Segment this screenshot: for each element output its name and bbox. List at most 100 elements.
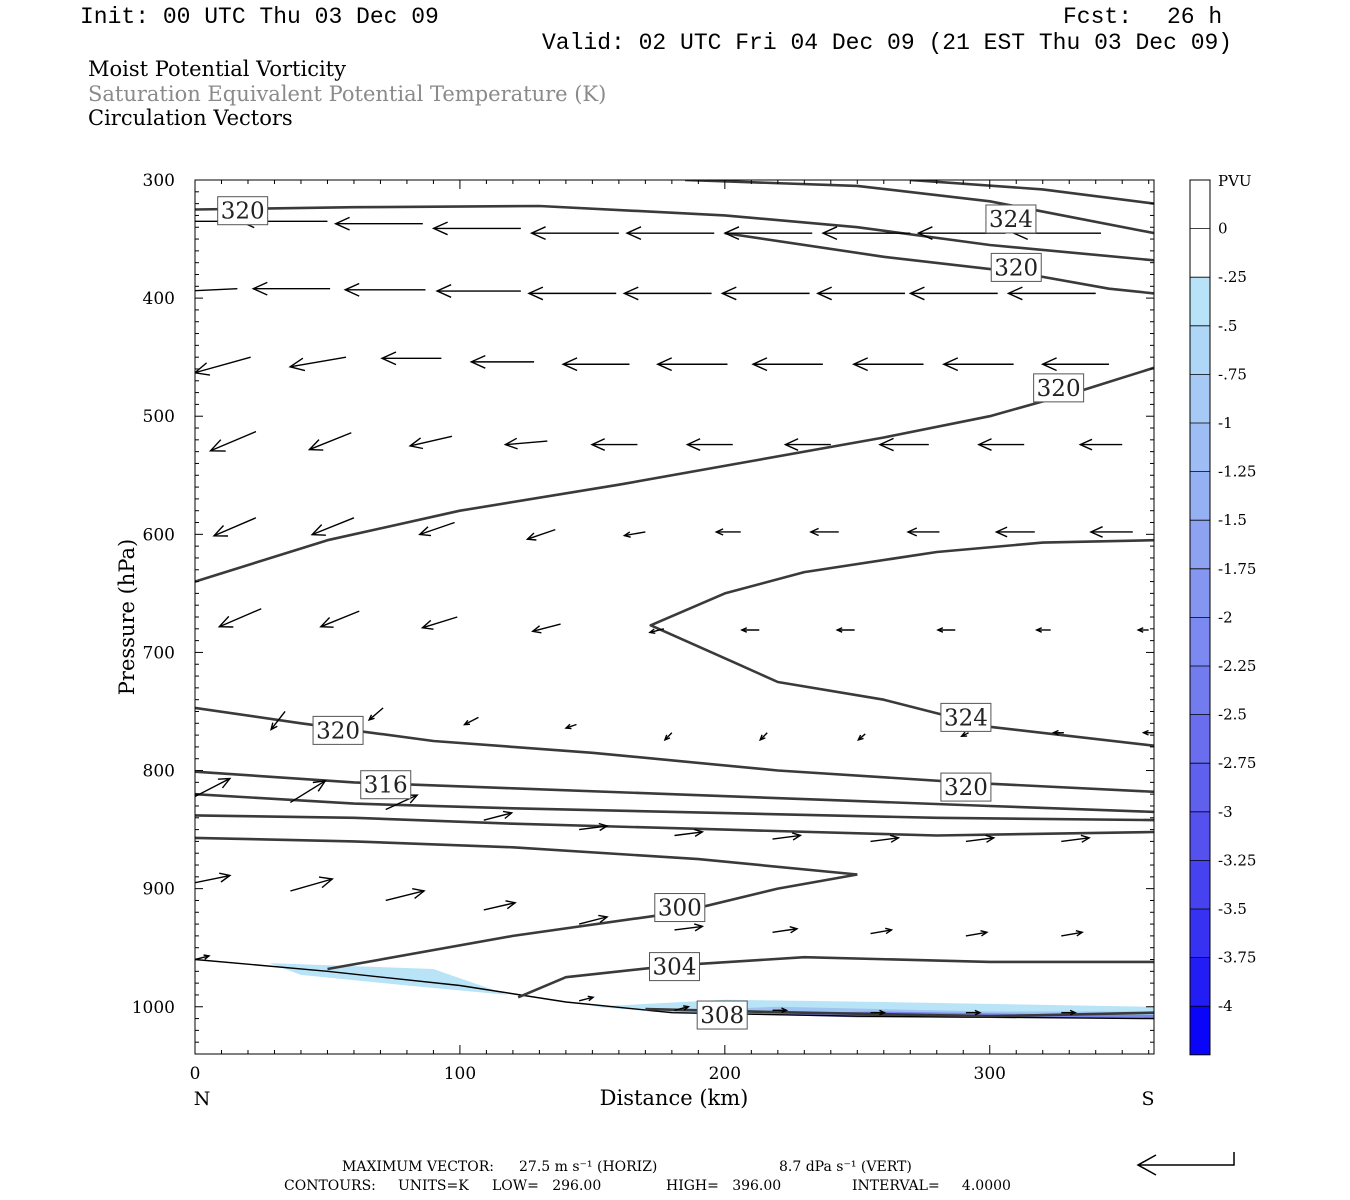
colorbar-label-12: -3 bbox=[1218, 803, 1233, 821]
vector-head-52 bbox=[420, 619, 434, 630]
y-tick-label-6: 900 bbox=[143, 880, 175, 900]
vector-85 bbox=[674, 925, 703, 931]
x-tick-label-1: 100 bbox=[444, 1064, 476, 1084]
vector-83 bbox=[483, 902, 516, 911]
terrain-line bbox=[195, 958, 1154, 1020]
colorbar-swatch-8 bbox=[1190, 568, 1210, 618]
contour-label-box-8 bbox=[940, 772, 992, 802]
terrain-layer bbox=[195, 958, 1154, 1020]
vector-head-75 bbox=[693, 828, 705, 837]
vector-44 bbox=[624, 531, 646, 537]
vector-head-85 bbox=[693, 923, 705, 932]
vector-head-28 bbox=[942, 357, 959, 372]
colorbar-label-13: -3.25 bbox=[1218, 851, 1256, 869]
vector-head-87 bbox=[885, 927, 894, 935]
vector-70 bbox=[195, 777, 231, 798]
colorbar-swatch-5 bbox=[1190, 423, 1210, 472]
vector-head-14 bbox=[527, 286, 544, 301]
vector-76 bbox=[772, 834, 801, 840]
vector-10 bbox=[195, 287, 238, 292]
vector-78 bbox=[965, 837, 994, 843]
vector-head-30 bbox=[208, 439, 226, 452]
vector-51 bbox=[320, 610, 360, 628]
vector-head-48 bbox=[994, 526, 1008, 538]
contour-label-11: 300 bbox=[658, 896, 702, 922]
colorbar-label-6: -1.5 bbox=[1218, 511, 1247, 529]
vector-88 bbox=[965, 931, 987, 937]
vector-head-16 bbox=[720, 286, 737, 301]
colorbar-swatch-4 bbox=[1190, 374, 1210, 423]
contour-line-9 bbox=[195, 814, 1154, 837]
vector-72 bbox=[385, 794, 418, 811]
vector-20 bbox=[195, 356, 251, 374]
vector-head-86 bbox=[789, 926, 799, 934]
vector-head-50 bbox=[217, 615, 234, 628]
vector-head-44 bbox=[622, 531, 631, 538]
contour-low: LOW= 296.00 bbox=[492, 1178, 602, 1194]
colorbar-label-4: -1 bbox=[1218, 414, 1233, 432]
contour-line-1 bbox=[685, 180, 1154, 235]
vector-head-34 bbox=[590, 438, 605, 451]
vector-head-3 bbox=[431, 221, 448, 236]
vector-77 bbox=[870, 837, 899, 843]
contour-label-box-7 bbox=[360, 770, 412, 800]
contour-label-7: 316 bbox=[364, 773, 408, 799]
contour-line-12 bbox=[517, 955, 1154, 999]
vector-head-62 bbox=[462, 719, 471, 726]
colorbar-label-7: -1.75 bbox=[1218, 560, 1256, 578]
vector-head-8 bbox=[916, 226, 933, 241]
forecast-label: Fcst: bbox=[1063, 4, 1133, 30]
vector-head-4 bbox=[529, 226, 546, 241]
contour-line-10 bbox=[195, 836, 858, 876]
vector-63 bbox=[565, 723, 577, 729]
vector-head-22 bbox=[380, 351, 397, 366]
colorbar-label-11: -2.75 bbox=[1218, 754, 1256, 772]
vector-head-69 bbox=[1141, 729, 1149, 736]
vector-head-37 bbox=[878, 437, 894, 452]
contour-label-box-11 bbox=[654, 893, 706, 923]
vector-head-32 bbox=[408, 437, 424, 450]
vector-head-45 bbox=[714, 528, 724, 536]
vector-head-13 bbox=[435, 284, 452, 298]
vector-74 bbox=[579, 825, 608, 831]
vector-head-51 bbox=[319, 617, 334, 628]
vector-84 bbox=[578, 916, 608, 925]
vector-head-42 bbox=[418, 526, 432, 537]
vector-head-83 bbox=[505, 900, 517, 910]
y-axis-title: Pressure (hPa) bbox=[115, 539, 139, 695]
colorbar-swatch-7 bbox=[1190, 520, 1210, 569]
vector-75 bbox=[674, 831, 703, 837]
vector-head-23 bbox=[469, 354, 486, 369]
vector-42 bbox=[419, 521, 455, 536]
vector-head-46 bbox=[809, 527, 819, 537]
vector-head-29 bbox=[1040, 357, 1057, 372]
y-tick-label-5: 800 bbox=[143, 762, 175, 782]
vector-head-26 bbox=[751, 357, 768, 372]
contour-interval: INTERVAL= 4.0000 bbox=[852, 1178, 1011, 1194]
vector-head-38 bbox=[977, 438, 992, 451]
contour-label-1: 324 bbox=[989, 207, 1033, 233]
vector-head-80 bbox=[219, 872, 232, 883]
plot-frame bbox=[194, 179, 1155, 1055]
vector-head-91 bbox=[587, 995, 595, 1002]
vector-head-11 bbox=[251, 281, 268, 296]
vector-head-63 bbox=[564, 723, 572, 730]
vector-head-6 bbox=[723, 226, 740, 241]
vector-head-78 bbox=[985, 834, 996, 843]
vector-head-55 bbox=[740, 627, 748, 633]
contour-high: HIGH= 396.00 bbox=[666, 1178, 782, 1194]
vector-head-41 bbox=[310, 524, 326, 536]
colorbar-swatch-3 bbox=[1190, 325, 1210, 375]
contour-label-0: 320 bbox=[221, 199, 265, 225]
vector-81 bbox=[290, 878, 333, 892]
vector-head-79 bbox=[1080, 834, 1091, 843]
vector-head-84 bbox=[598, 914, 609, 923]
vector-head-2 bbox=[333, 216, 350, 231]
vector-head-88 bbox=[980, 930, 989, 937]
vector-33 bbox=[505, 440, 548, 446]
vector-40 bbox=[213, 517, 257, 537]
contour-units: UNITS=K bbox=[398, 1178, 469, 1194]
contour-line-8 bbox=[195, 792, 1154, 822]
